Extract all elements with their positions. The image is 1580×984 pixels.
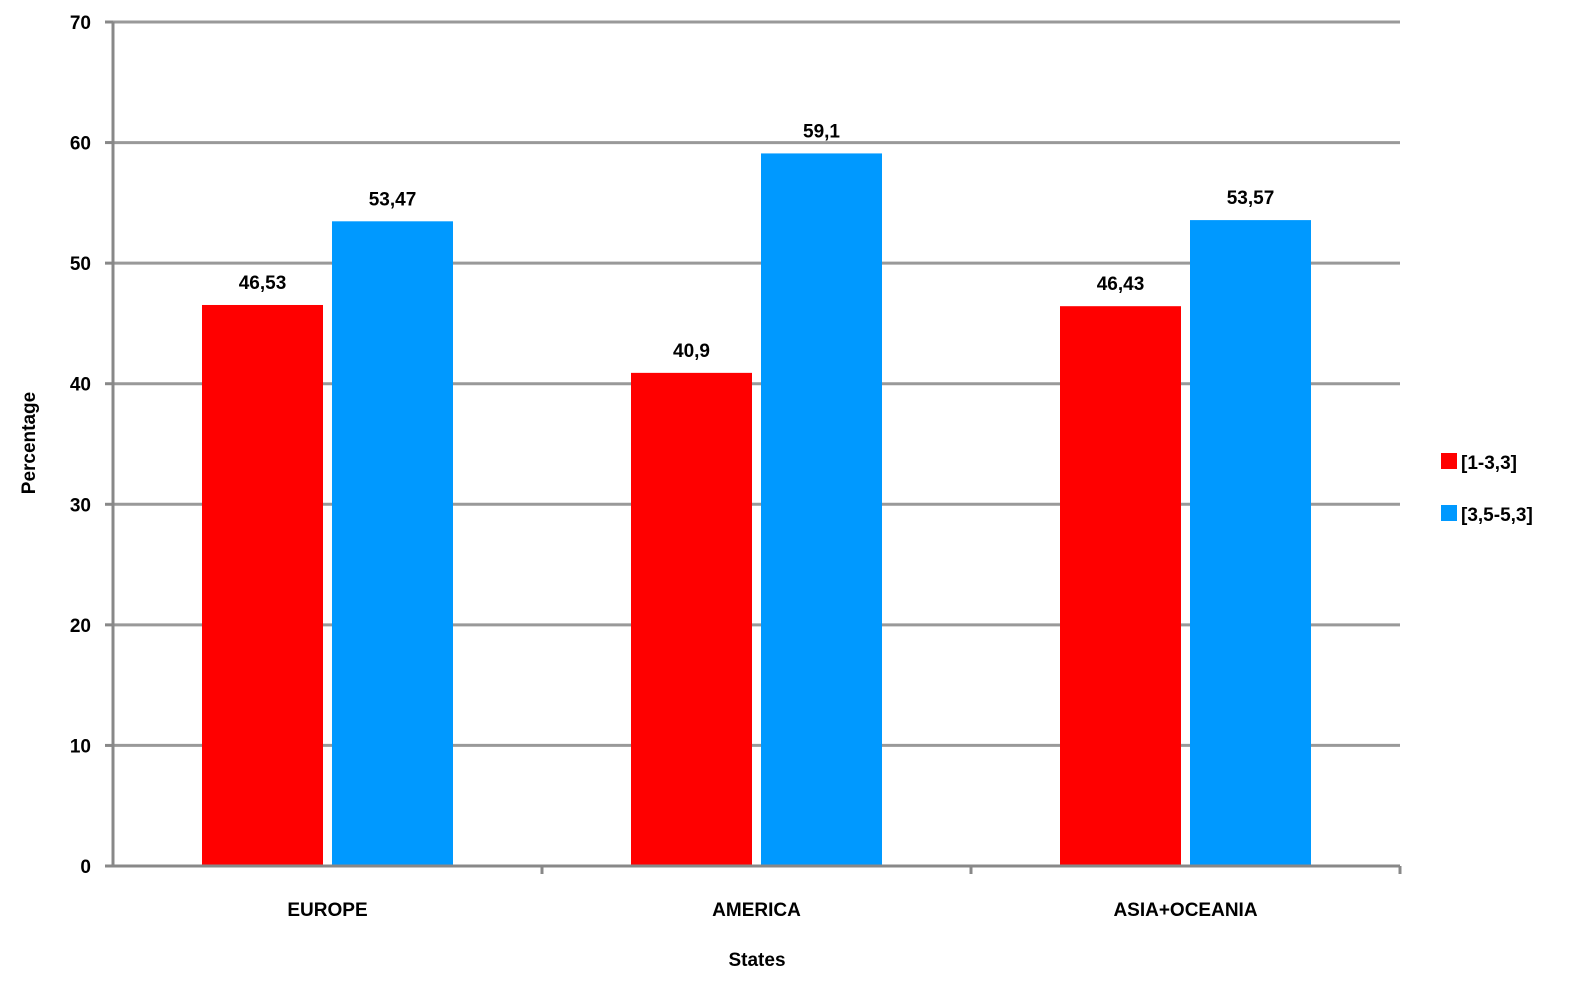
data-label: 53,57: [1227, 188, 1275, 209]
legend-label: [3,5-5,3]: [1461, 505, 1533, 526]
y-tick-label: 10: [70, 736, 91, 757]
legend: [1-3,3] [3,5-5,3]: [1441, 453, 1533, 526]
data-label: 46,53: [239, 273, 287, 294]
bar: [761, 153, 882, 866]
y-tick-label: 30: [70, 495, 91, 516]
y-tick-label: 60: [70, 134, 91, 155]
data-label: 59,1: [803, 121, 840, 142]
data-label: 40,9: [673, 341, 710, 362]
bar: [202, 304, 323, 866]
y-tick-label: 20: [70, 616, 91, 637]
bars: [202, 153, 1311, 866]
y-tick-label: 70: [70, 13, 91, 34]
x-tick-label: AMERICA: [712, 900, 801, 921]
axes: 0 10 20 30 40 50 60 70 EUROPE AMERICA ASIA+OCEANIA: [70, 13, 1402, 921]
legend-swatch: [1441, 505, 1457, 521]
y-tick-label: 40: [70, 375, 91, 396]
gridlines: [113, 20, 1400, 747]
bar: [1060, 306, 1181, 866]
data-labels: 46,53 53,47 40,9 59,1 46,43 53,57: [239, 121, 1275, 361]
y-tick-label: 50: [70, 254, 91, 275]
legend-label: [1-3,3]: [1461, 453, 1517, 474]
bar: [1190, 220, 1311, 866]
data-label: 46,43: [1097, 274, 1145, 295]
x-axis-title: States: [728, 950, 785, 971]
x-tick-label: EUROPE: [287, 900, 367, 921]
y-tick-label: 0: [80, 857, 91, 878]
bar: [332, 221, 453, 866]
data-label: 53,47: [369, 189, 417, 210]
legend-swatch: [1441, 453, 1457, 469]
bar: [631, 372, 752, 866]
x-tick-label: ASIA+OCEANIA: [1113, 900, 1257, 921]
y-axis-title: Percentage: [19, 392, 40, 494]
